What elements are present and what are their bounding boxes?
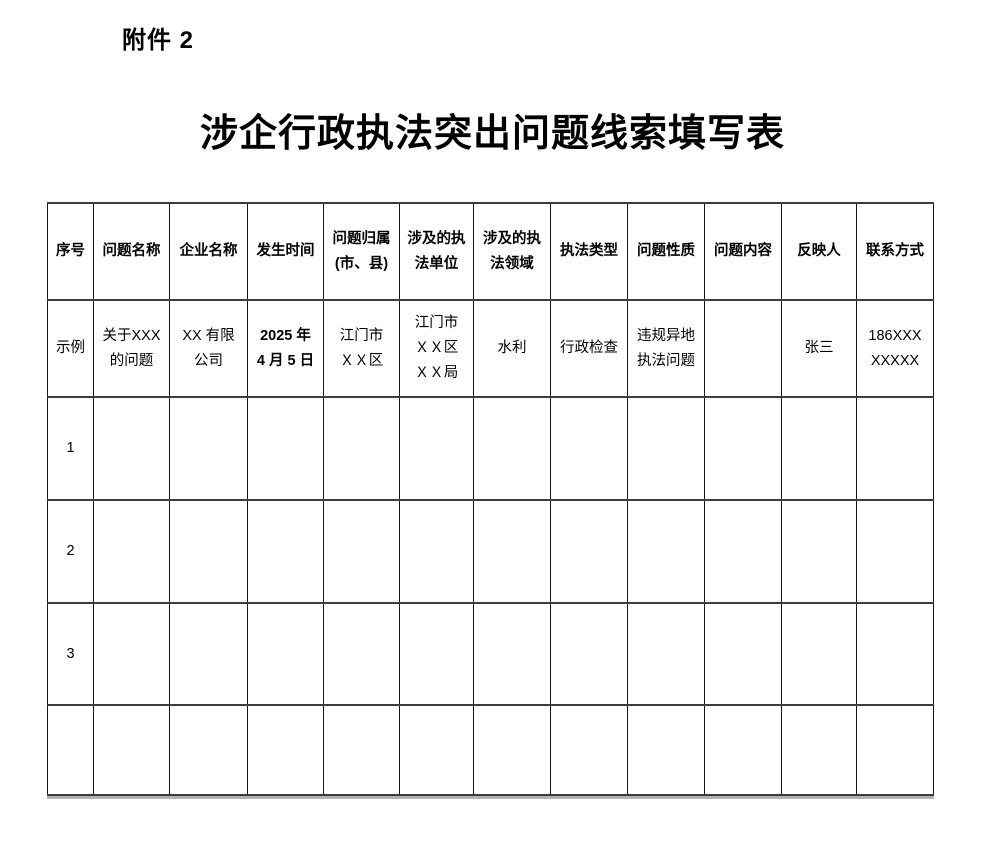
table-cell: 关于XXX 的问题 [93, 299, 170, 398]
table-row: 1 [47, 396, 934, 501]
table-cell: 行政检查 [550, 299, 628, 398]
table-cell [323, 602, 400, 706]
header-cell-enforcement-unit: 涉及的执 法单位 [399, 202, 474, 301]
table-cell: 江门市 ＸＸ区 ＸＸ局 [399, 299, 474, 398]
table-cell: 示例 [47, 299, 94, 398]
attachment-label: 附件 2 [122, 27, 195, 54]
table-cell [399, 704, 474, 796]
table-cell [473, 704, 551, 796]
table-cell [781, 704, 857, 796]
table-cell [323, 704, 400, 796]
header-cell-problem-content: 问题内容 [704, 202, 782, 301]
table-cell [169, 704, 248, 796]
table-cell [47, 704, 94, 796]
table-cell [781, 499, 857, 604]
table-cell: 2025 年 4 月 5 日 [247, 299, 324, 398]
table-cell [781, 602, 857, 706]
table-cell: 3 [47, 602, 94, 706]
table-cell: 2 [47, 499, 94, 604]
table-cell [473, 602, 551, 706]
table-cell [704, 499, 782, 604]
table-cell [550, 602, 628, 706]
table-cell [399, 602, 474, 706]
table-row [47, 704, 934, 796]
table-cell: 水利 [473, 299, 551, 398]
example-row: 示例 关于XXX 的问题 XX 有限 公司 2025 年 4 月 5 日 江门市… [47, 299, 934, 398]
header-cell-enforcement-type: 执法类型 [550, 202, 628, 301]
table-cell [704, 704, 782, 796]
header-cell-problem-region: 问题归属 (市、县) [323, 202, 400, 301]
table-cell: 违规异地 执法问题 [627, 299, 705, 398]
table-cell [93, 396, 170, 501]
table-cell [247, 602, 324, 706]
table-cell: 186XXX XXXXX [856, 299, 934, 398]
table-cell [550, 499, 628, 604]
table-cell [323, 499, 400, 604]
table-cell: 1 [47, 396, 94, 501]
table-cell [93, 602, 170, 706]
table-cell [323, 396, 400, 501]
table-cell [704, 396, 782, 501]
table-cell [627, 602, 705, 706]
table-cell [247, 499, 324, 604]
table-cell [93, 499, 170, 604]
table-cell [704, 602, 782, 706]
header-cell-problem-name: 问题名称 [93, 202, 170, 301]
table-header-row: 序号 问题名称 企业名称 发生时间 问题归属 (市、县) 涉及的执 法单位 涉及… [47, 202, 934, 301]
header-cell-problem-nature: 问题性质 [627, 202, 705, 301]
header-cell-serial: 序号 [47, 202, 94, 301]
table-cell [473, 499, 551, 604]
table-cell [169, 396, 248, 501]
clue-fill-table: 序号 问题名称 企业名称 发生时间 问题归属 (市、县) 涉及的执 法单位 涉及… [47, 202, 934, 796]
table-cell [781, 396, 857, 501]
table-cell [399, 499, 474, 604]
table-cell: XX 有限 公司 [169, 299, 248, 398]
table-row: 3 [47, 602, 934, 706]
header-cell-contact: 联系方式 [856, 202, 934, 301]
table-cell [473, 396, 551, 501]
header-cell-occurrence-time: 发生时间 [247, 202, 324, 301]
table-cell: 张三 [781, 299, 857, 398]
table-cell [856, 602, 934, 706]
header-cell-company-name: 企业名称 [169, 202, 248, 301]
table-cell [704, 299, 782, 398]
table-cell [856, 704, 934, 796]
header-cell-reporter: 反映人 [781, 202, 857, 301]
table-cell [550, 704, 628, 796]
table-cell [247, 396, 324, 501]
table-cell [169, 602, 248, 706]
table-cell [169, 499, 248, 604]
table-cell [627, 396, 705, 501]
table-cell [856, 396, 934, 501]
table-cell [627, 704, 705, 796]
table-cell [247, 704, 324, 796]
table-cell [550, 396, 628, 501]
table-cell [627, 499, 705, 604]
header-cell-enforcement-field: 涉及的执 法领域 [473, 202, 551, 301]
table-row: 2 [47, 499, 934, 604]
table-cell [399, 396, 474, 501]
table-cell [856, 499, 934, 604]
page-title: 涉企行政执法突出问题线索填写表 [199, 113, 785, 155]
table-cell: 江门市 ＸＸ区 [323, 299, 400, 398]
table-cell [93, 704, 170, 796]
